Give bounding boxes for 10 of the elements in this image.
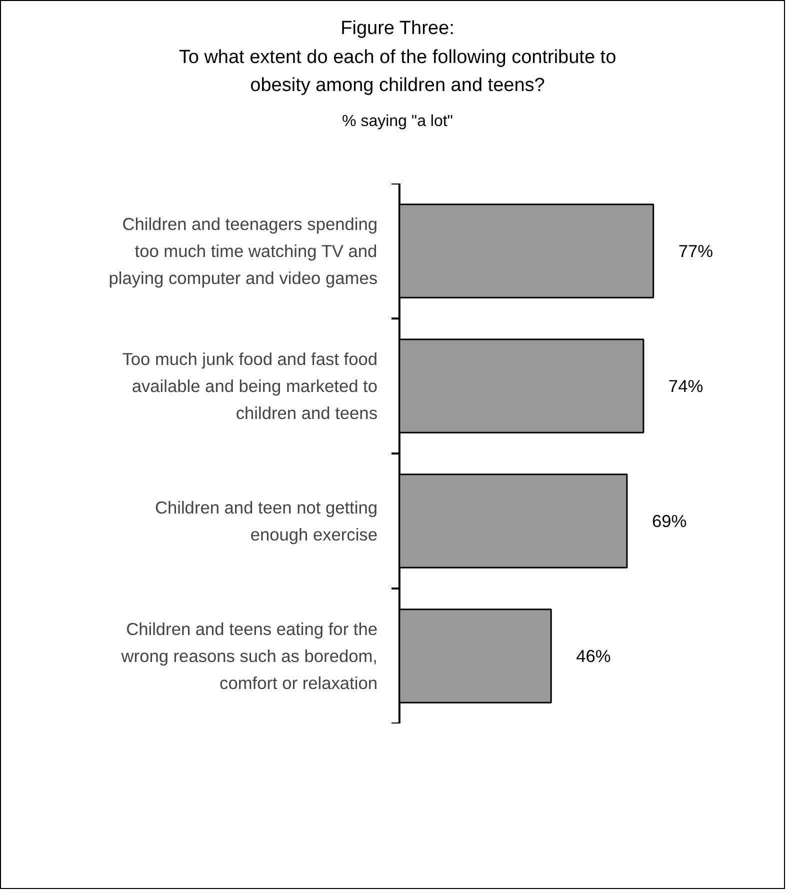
data-label: 46% <box>576 646 611 666</box>
chart-title: Figure Three: To what extent do each of the following contribute to obesity among children and teens? <box>178 17 616 98</box>
data-label: 69% <box>652 511 687 532</box>
y-tick-label: Children and teens eating for the wrong reasons such as boredom, comfort or relaxation <box>120 619 378 694</box>
chart-subtitle: % saying "a lot" <box>342 112 453 132</box>
data-label: 74% <box>668 376 704 396</box>
data-label: 77% <box>678 241 714 262</box>
y-tick-label: Children and teenagers spending too much time watching TV and playing computer and video games <box>108 214 378 288</box>
y-tick-label: Children and teen not getting enough exercise <box>154 498 378 545</box>
y-tick-label: Too much junk food and fast food available and being marketed to children and teens <box>122 349 378 424</box>
